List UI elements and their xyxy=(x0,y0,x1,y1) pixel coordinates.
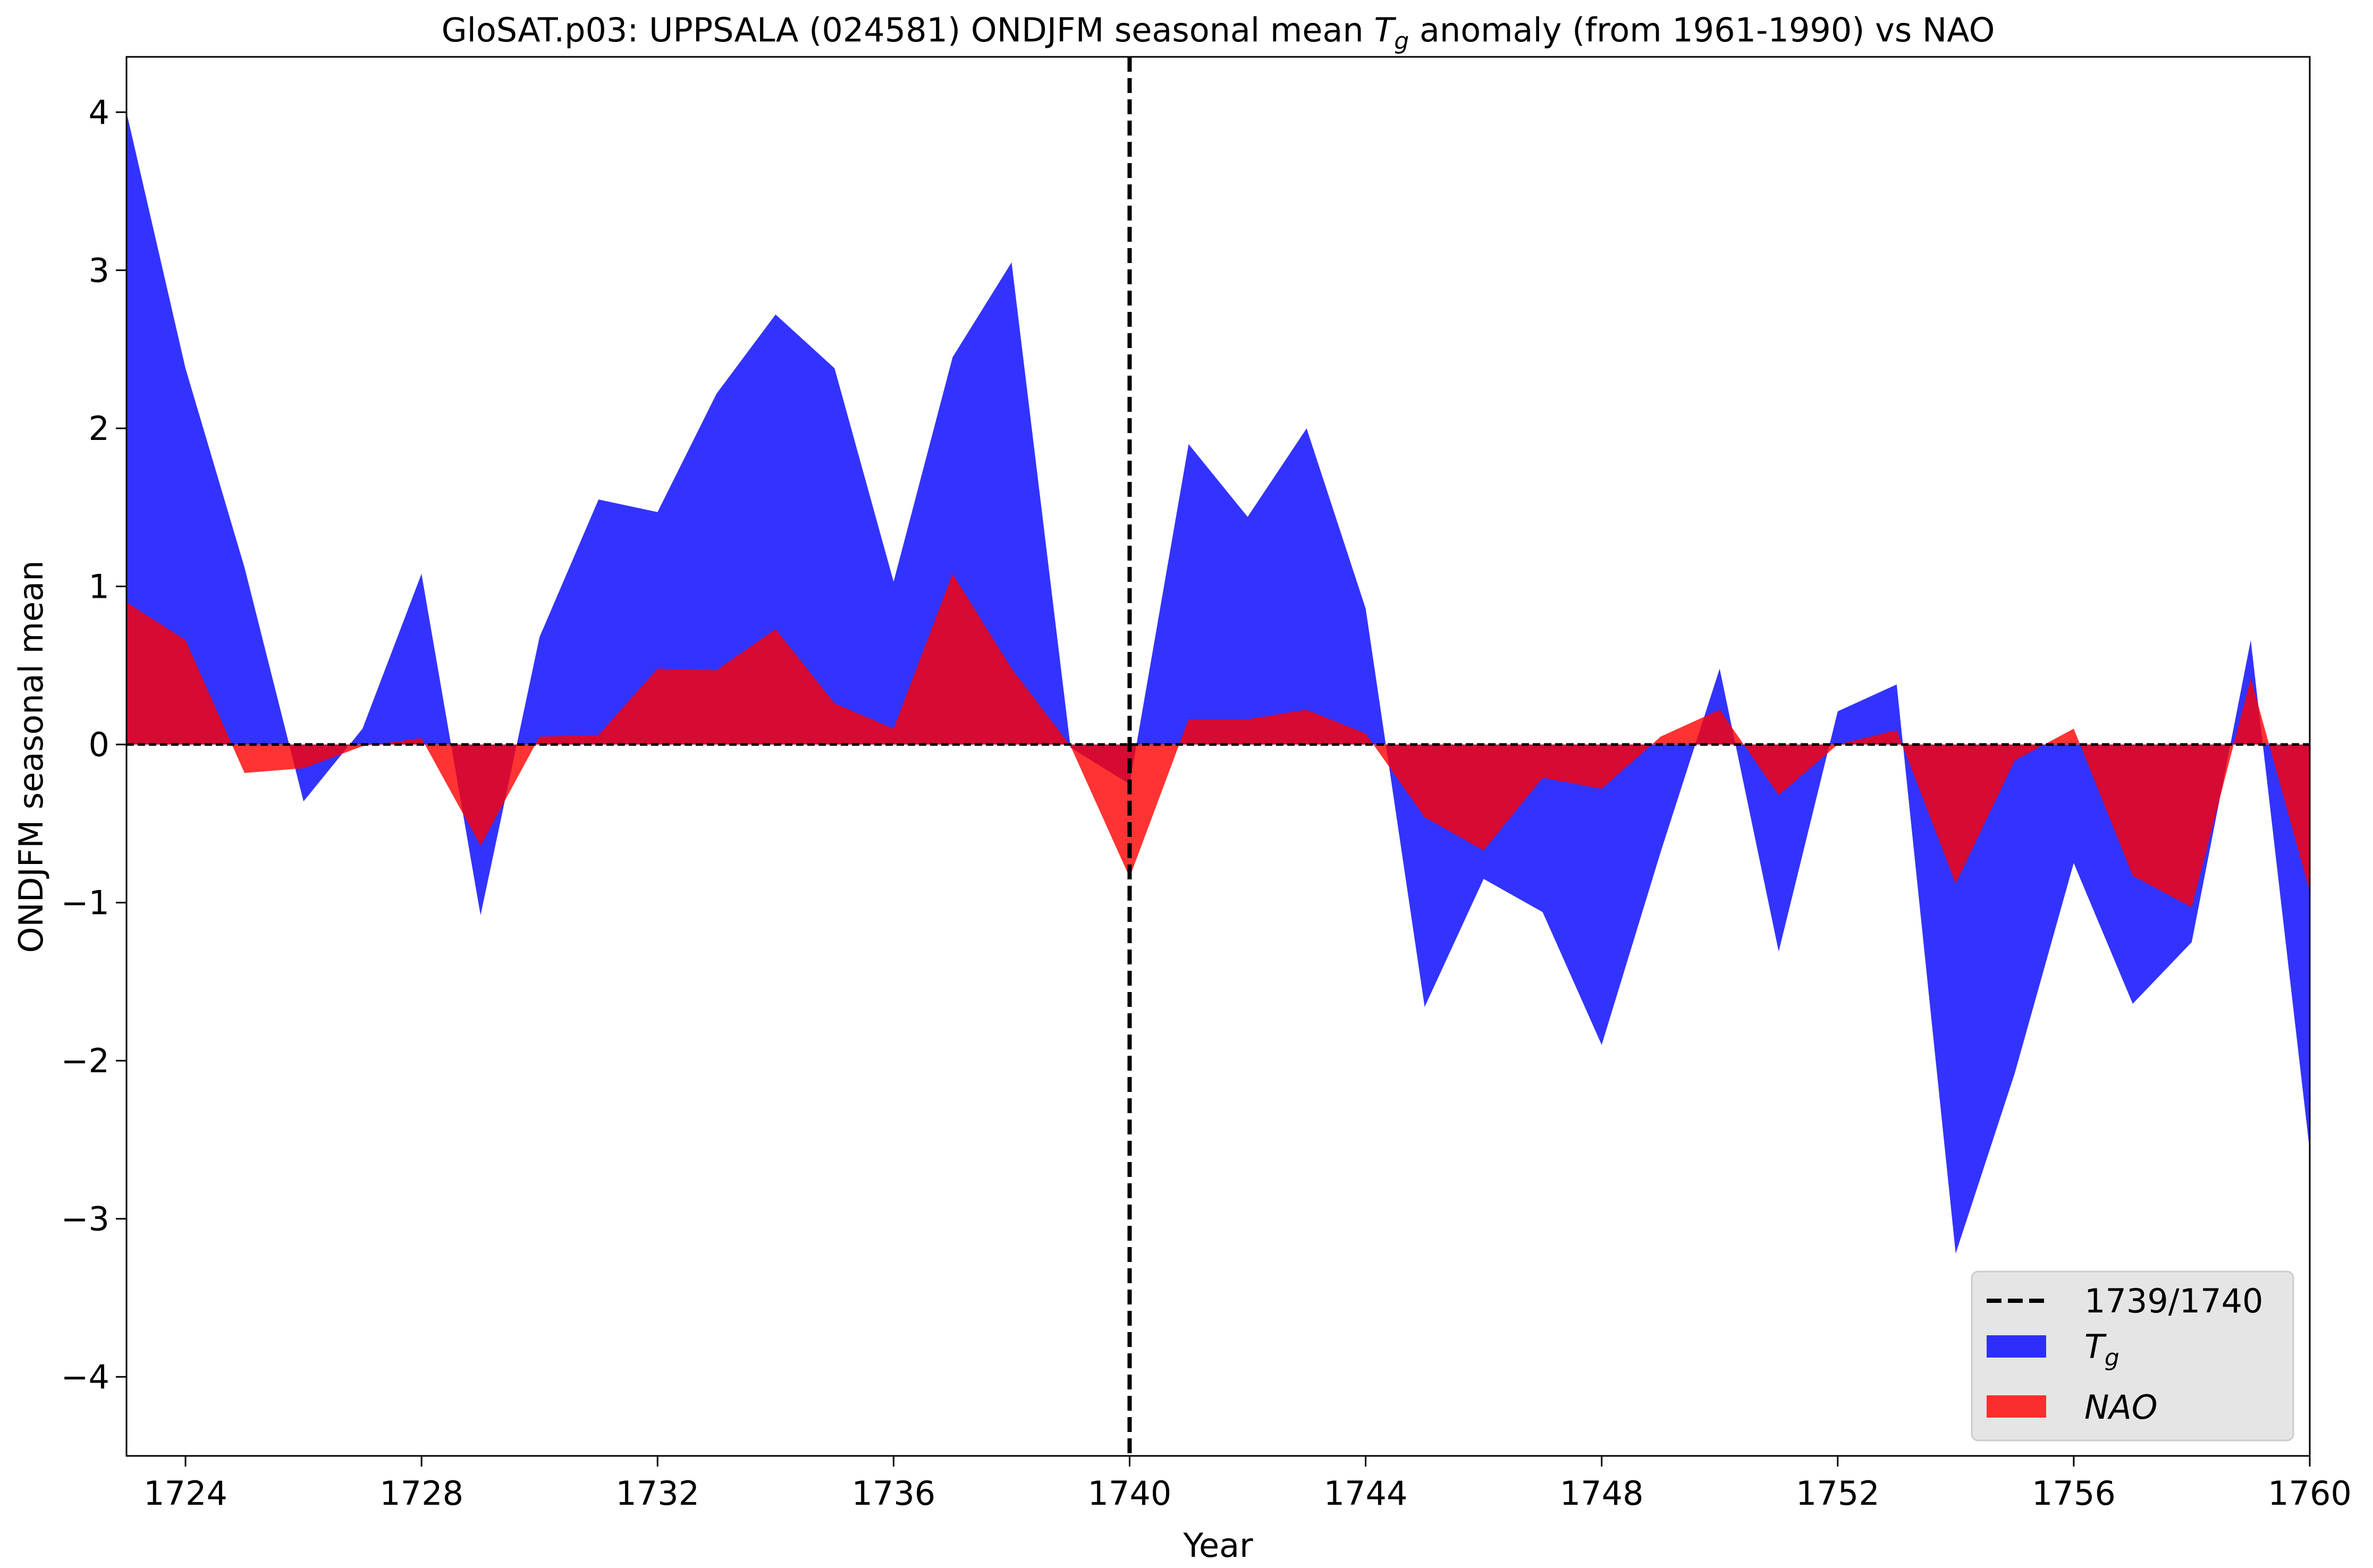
x-tick-label: 1752 xyxy=(1796,1474,1880,1513)
y-axis-label: ONDJFM seasonal mean xyxy=(12,561,50,953)
chart-title-symbol: T xyxy=(1374,11,1396,49)
legend-box xyxy=(1971,1270,2294,1442)
x-axis: 1724 1728 1732 1736 1740 1744 1748 1752 1756 1760 xyxy=(143,1456,2352,1513)
y-axis: 4 3 2 1 0 −1 −2 −3 −4 xyxy=(61,93,126,1396)
x-tick-label: 1728 xyxy=(379,1474,463,1513)
plot-area: 1724 1728 1732 1736 1740 1744 1748 1752 1756 1760… xyxy=(61,56,2352,1513)
x-tick-label: 1736 xyxy=(851,1474,935,1513)
x-tick-label: 1732 xyxy=(615,1474,699,1513)
y-tick-label: 2 xyxy=(89,409,109,448)
x-tick-label: 1760 xyxy=(2268,1474,2352,1513)
legend-tg-symbol: T xyxy=(2084,1327,2107,1366)
legend-nao-swatch xyxy=(1987,1395,2046,1418)
x-tick-label: 1748 xyxy=(1560,1474,1644,1513)
legend-tg-subscript: g xyxy=(2105,1344,2119,1371)
legend-label-tg: Tg xyxy=(2084,1327,2119,1371)
chart-title-rest: anomaly (from 1961-1990) vs NAO xyxy=(1409,11,1995,49)
y-tick-label: −3 xyxy=(61,1200,109,1239)
y-tick-label: −2 xyxy=(61,1041,109,1080)
x-tick-label: 1724 xyxy=(143,1474,227,1513)
legend: 1739/1740 Tg NAO xyxy=(1971,1270,2294,1442)
y-tick-label: 0 xyxy=(89,725,109,764)
y-tick-label: 3 xyxy=(89,251,109,290)
chart-title: GloSAT.p03: UPPSALA (024581) ONDJFM seas… xyxy=(442,11,1995,55)
y-tick-label: −1 xyxy=(61,884,109,922)
y-tick-label: −4 xyxy=(61,1358,109,1396)
series-area-tg xyxy=(126,112,2310,1254)
chart-title-subscript: g xyxy=(1394,28,1409,55)
legend-tg-swatch xyxy=(1987,1335,2046,1358)
series-area-nao xyxy=(126,573,2310,908)
y-tick-label: 1 xyxy=(89,567,109,606)
y-tick-label: 4 xyxy=(89,93,109,132)
plot-frame xyxy=(125,56,2311,1457)
x-tick-label: 1744 xyxy=(1324,1474,1408,1513)
x-tick-label: 1756 xyxy=(2032,1474,2116,1513)
x-axis-label: Year xyxy=(1183,1526,1253,1565)
legend-label-vline: 1739/1740 xyxy=(2084,1282,2263,1320)
chart-title-main: GloSAT.p03: UPPSALA (024581) ONDJFM seas… xyxy=(442,11,1374,49)
legend-label-nao: NAO xyxy=(2084,1388,2158,1427)
x-tick-label: 1740 xyxy=(1088,1474,1172,1513)
